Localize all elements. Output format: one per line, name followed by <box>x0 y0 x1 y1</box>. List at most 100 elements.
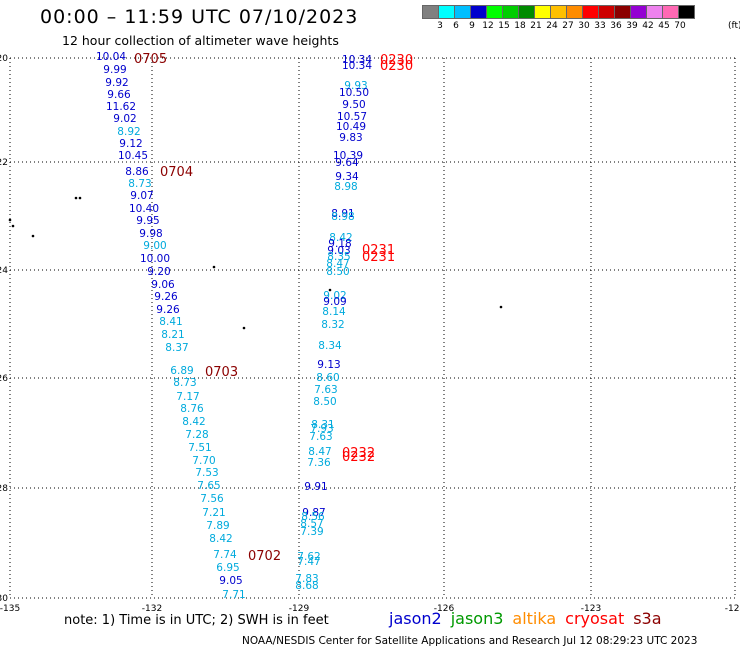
wave-height-value: 9.07 <box>130 190 153 202</box>
wave-height-value: 9.95 <box>136 215 159 227</box>
color-tick-label: 9 <box>469 21 475 31</box>
wave-height-value: 10.49 <box>336 121 366 133</box>
wave-height-value: 9.93 <box>344 80 367 92</box>
pass-time-label: 0231 <box>362 243 395 258</box>
wave-height-value: 9.98 <box>139 228 162 240</box>
wave-height-value: 10.40 <box>129 203 159 215</box>
wave-height-value: 8.50 <box>326 266 349 278</box>
wave-height-value: 8.34 <box>318 340 342 352</box>
color-tick-label: 45 <box>658 21 670 31</box>
wave-height-value: 7.71 <box>222 589 245 601</box>
wave-height-value: 7.21 <box>202 507 225 519</box>
lat-tick-label: -28 <box>0 484 8 494</box>
wave-height-value: 7.56 <box>200 493 224 505</box>
wave-height-value: 7.51 <box>188 442 211 454</box>
wave-height-value: 10.00 <box>140 253 170 265</box>
wave-height-value: 9.83 <box>339 132 362 144</box>
color-swatch <box>678 5 695 19</box>
wave-height-value: 9.02 <box>323 290 346 302</box>
wave-height-value: 8.86 <box>125 166 149 178</box>
wave-height-value: 8.68 <box>295 580 318 592</box>
pass-time-label: 0703 <box>205 365 238 380</box>
wave-height-value: 9.26 <box>156 304 180 316</box>
wave-height-value: 9.92 <box>105 77 128 89</box>
color-tick-label: 15 <box>498 21 510 31</box>
wave-height-value: 10.50 <box>339 87 369 99</box>
lat-tick-label: -22 <box>0 158 8 168</box>
island-dot <box>499 305 503 309</box>
color-legend-unit: (ft) <box>728 21 740 31</box>
lat-tick-label: -30 <box>0 594 8 604</box>
color-tick-label: 33 <box>594 21 606 31</box>
wave-height-value: 10.57 <box>337 111 367 123</box>
wave-height-value: 7.39 <box>300 526 323 538</box>
island-dot <box>242 326 246 330</box>
wave-height-value: 10.34 <box>342 60 372 72</box>
island-dot <box>212 265 216 269</box>
color-tick-label: 36 <box>610 21 622 31</box>
island-dot <box>31 234 35 238</box>
wave-height-value: 9.05 <box>219 575 242 587</box>
wave-height-value: 9.02 <box>113 113 136 125</box>
wave-height-value: 9.12 <box>119 138 142 150</box>
wave-height-value: 9.99 <box>103 64 126 76</box>
lat-tick-label: -24 <box>0 266 8 276</box>
wave-height-value: 8.14 <box>322 306 346 318</box>
color-tick-label: 42 <box>642 21 654 31</box>
wave-height-value: 9.87 <box>302 507 325 519</box>
wave-height-value: 6.89 <box>170 365 193 377</box>
credit-line: NOAA/NESDIS Center for Satellite Applica… <box>242 635 698 647</box>
wave-height-value: 8.35 <box>327 251 350 263</box>
wave-height-value: 9.26 <box>154 291 178 303</box>
wave-height-value: 8.42 <box>329 232 352 244</box>
wave-height-value: 8.42 <box>182 416 205 428</box>
wave-height-value: 7.62 <box>297 551 320 563</box>
wave-height-value: 9.20 <box>147 266 170 278</box>
wave-height-value: 8.47 <box>308 446 331 458</box>
wave-height-value: 8.41 <box>159 316 182 328</box>
wave-height-value: 9.91 <box>304 481 327 493</box>
color-tick-label: 27 <box>562 21 574 31</box>
wave-height-value: 7.63 <box>314 384 337 396</box>
wave-height-value: 7.74 <box>213 549 237 561</box>
wave-height-value: 8.57 <box>300 518 323 530</box>
wave-height-value: 9.06 <box>151 279 175 291</box>
wave-height-value: 8.37 <box>165 342 188 354</box>
wave-height-value: 8.76 <box>180 403 204 415</box>
wave-height-value: 8.91 <box>331 208 354 220</box>
satellite-legend-altika: altika <box>512 609 557 628</box>
lon-tick-label: -123 <box>581 604 601 614</box>
lat-tick-label: -26 <box>0 374 8 384</box>
color-tick-label: 39 <box>626 21 638 31</box>
wave-height-value: 7.63 <box>309 431 332 443</box>
wave-height-value: 9.09 <box>323 296 346 308</box>
wave-height-value: 11.62 <box>106 101 136 113</box>
wave-height-value: 10.39 <box>333 150 363 162</box>
wave-height-value: 8.47 <box>326 258 349 270</box>
lon-tick-label: -124 <box>725 604 740 614</box>
wave-height-value: 8.73 <box>128 178 151 190</box>
wave-height-value: 10.34 <box>342 54 372 66</box>
color-tick-label: 6 <box>453 21 459 31</box>
pass-time-label: 0230 <box>380 53 413 68</box>
wave-height-value: 9.50 <box>342 99 365 111</box>
wave-height-value: 8.21 <box>161 329 184 341</box>
wave-height-value: 9.64 <box>335 157 359 169</box>
color-tick-label: 70 <box>674 21 686 31</box>
wave-height-value: 8.32 <box>321 319 344 331</box>
color-legend-swatches <box>422 5 695 19</box>
wave-height-value: 7.93 <box>310 423 333 435</box>
island-dot <box>8 218 12 222</box>
wave-height-value: 8.73 <box>173 377 196 389</box>
pass-time-label: 0232 <box>342 450 375 465</box>
pass-time-label: 0705 <box>134 52 167 67</box>
wave-height-value: 9.13 <box>317 359 340 371</box>
pass-time-label: 0230 <box>380 59 413 74</box>
wave-height-value: 8.60 <box>316 372 339 384</box>
wave-height-value: 8.98 <box>334 181 357 193</box>
wave-height-value: 7.28 <box>185 429 208 441</box>
map-title: 00:00 – 11:59 UTC 07/10/2023 <box>40 6 359 28</box>
lon-tick-label: -135 <box>0 604 20 614</box>
